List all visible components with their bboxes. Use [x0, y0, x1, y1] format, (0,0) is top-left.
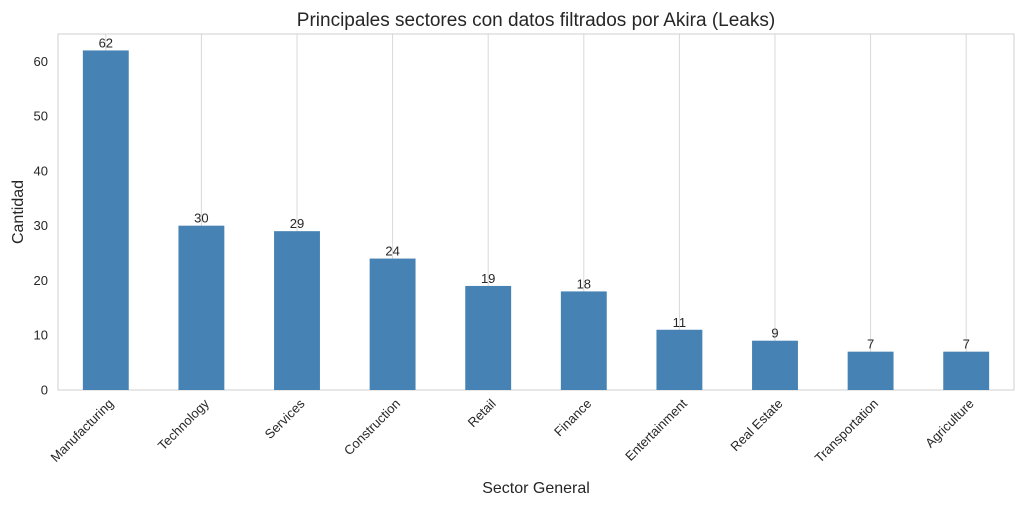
bar-real-estate: [752, 340, 798, 390]
data-label: 24: [385, 244, 399, 259]
y-tick-label: 50: [34, 109, 48, 124]
x-tick-label: Finance: [551, 396, 594, 439]
y-tick-label: 30: [34, 218, 48, 233]
data-label: 29: [290, 216, 304, 231]
bar-construction: [369, 258, 416, 390]
data-label: 19: [481, 271, 495, 286]
y-tick-label: 10: [34, 328, 48, 343]
data-label: 18: [577, 276, 591, 291]
x-tick-label: Retail: [465, 396, 499, 430]
data-label: 7: [963, 337, 970, 352]
x-tick-label: Entertainment: [622, 396, 690, 464]
x-tick-label: Transportation: [812, 396, 882, 466]
x-axis-label: Sector General: [482, 480, 590, 497]
data-label: 62: [99, 35, 113, 50]
bar-retail: [465, 285, 512, 390]
y-tick-label: 0: [41, 383, 48, 398]
bar-services: [274, 231, 320, 390]
y-tick-label: 60: [34, 54, 48, 69]
data-label: 9: [771, 326, 778, 341]
x-tick-label: Manufacturing: [47, 396, 116, 465]
bar-transportation: [847, 351, 894, 390]
data-label: 7: [867, 337, 874, 352]
chart-title: Principales sectores con datos filtrados…: [297, 10, 775, 31]
x-axis-ticks: Manufacturing Technology Services Construct…: [47, 396, 976, 466]
bar-technology: [178, 225, 225, 390]
y-tick-label: 20: [34, 273, 48, 288]
bar-manufacturing: [82, 50, 129, 390]
data-labels: 62 30 29 24 19 18 11 9 7 7: [99, 35, 970, 351]
y-axis-ticks: 0 10 20 30 40 50 60: [34, 54, 48, 398]
x-tick-label: Services: [262, 396, 308, 442]
gridlines: [105, 34, 967, 390]
bar-finance: [560, 291, 607, 390]
bars: [82, 50, 990, 390]
data-label: 11: [673, 315, 687, 330]
x-tick-label: Technology: [155, 396, 212, 453]
x-tick-label: Real Estate: [727, 396, 785, 454]
data-label: 30: [194, 211, 208, 226]
x-tick-label: Agriculture: [922, 396, 977, 451]
x-tick-label: Construction: [341, 396, 403, 458]
y-axis-label: Cantidad: [10, 180, 27, 244]
bar-agriculture: [943, 351, 990, 390]
bar-entertainment: [656, 329, 703, 390]
y-tick-label: 40: [34, 163, 48, 178]
plot-frame: [57, 33, 1015, 391]
